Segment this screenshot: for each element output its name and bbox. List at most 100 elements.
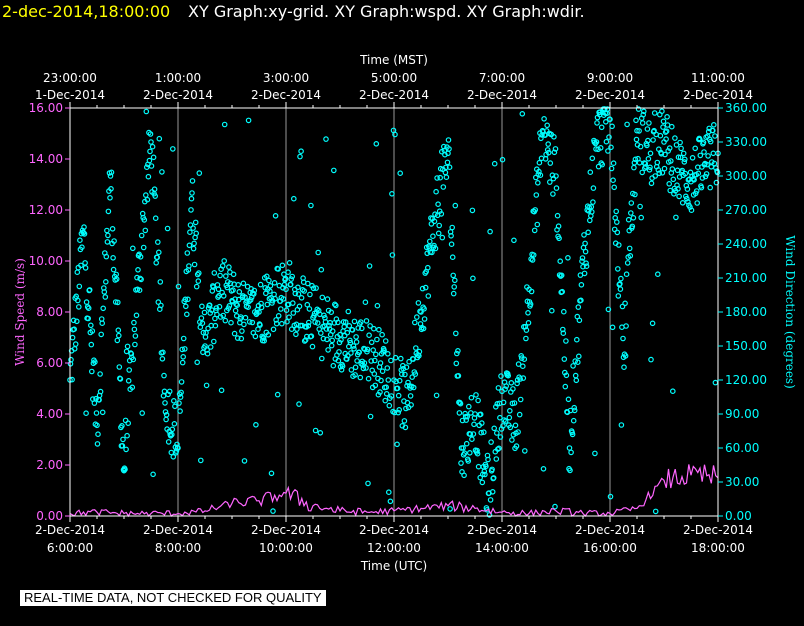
wind-direction-point <box>446 146 452 152</box>
wind-direction-point <box>598 124 605 131</box>
wind-direction-point <box>532 207 539 213</box>
wind-direction-point <box>283 307 290 314</box>
wind-direction-point <box>578 281 585 288</box>
wind-direction-point <box>99 409 106 416</box>
wind-direction-point <box>570 417 577 424</box>
wind-direction-point <box>102 294 109 300</box>
wind-direction-point <box>179 346 186 353</box>
wind-direction-point <box>545 141 552 147</box>
wind-direction-point <box>364 346 371 353</box>
wind-direction-point <box>673 214 679 221</box>
wind-direction-point <box>589 155 596 162</box>
wind-direction-point <box>477 474 484 481</box>
wind-direction-point <box>406 358 412 365</box>
wind-direction-point <box>459 417 466 424</box>
wind-direction-point <box>221 258 228 264</box>
wind-direction-point <box>608 144 614 151</box>
wind-direction-point <box>270 326 277 333</box>
wind-direction-point <box>367 413 374 420</box>
wind-direction-point <box>140 244 147 251</box>
wind-direction-point <box>201 309 208 316</box>
wind-direction-point <box>685 199 691 205</box>
wind-direction-point <box>304 280 311 287</box>
wind-direction-point <box>605 148 611 154</box>
wind-direction-point <box>497 434 504 440</box>
wind-direction-point <box>657 132 664 139</box>
wind-direction-point <box>147 131 154 137</box>
wind-direction-point <box>521 356 528 363</box>
wind-direction-point <box>534 180 541 186</box>
wind-direction-point <box>439 234 446 241</box>
bottom-tick-time: 10:00:00 <box>259 541 313 555</box>
wind-direction-point <box>275 266 282 272</box>
wind-direction-point <box>694 200 701 206</box>
wind-direction-point <box>326 322 332 329</box>
wind-direction-point <box>424 264 431 271</box>
wind-direction-point <box>445 137 452 143</box>
wind-direction-point <box>309 343 316 350</box>
wind-direction-point <box>452 330 459 337</box>
wind-direction-point <box>94 441 101 447</box>
wind-direction-point <box>231 330 238 337</box>
wind-direction-point <box>465 458 472 464</box>
wind-direction-point <box>597 145 604 151</box>
wind-direction-point <box>114 337 121 344</box>
wind-direction-point <box>456 410 463 416</box>
wind-direction-point <box>95 431 101 438</box>
wind-direction-point <box>576 317 583 324</box>
wind-direction-point <box>317 330 324 336</box>
wind-direction-point <box>76 304 82 310</box>
wind-direction-point <box>481 468 488 475</box>
wind-direction-point <box>702 173 709 180</box>
wind-direction-point <box>79 244 85 251</box>
wind-direction-point <box>245 117 252 124</box>
wind-direction-point <box>602 119 609 125</box>
wind-direction-point <box>553 185 560 191</box>
wind-direction-point <box>618 422 625 428</box>
wind-direction-point <box>374 302 381 309</box>
wind-direction-point <box>130 245 136 252</box>
wind-direction-point <box>613 219 620 225</box>
wind-direction-point <box>461 472 467 479</box>
wind-direction-point <box>679 200 686 206</box>
wind-direction-point <box>368 339 375 346</box>
wind-speed-series <box>69 464 719 518</box>
wind-direction-point <box>480 429 487 436</box>
wind-direction-point <box>109 226 116 232</box>
wind-direction-point <box>280 296 287 302</box>
wind-direction-point <box>153 259 160 266</box>
wind-direction-point <box>620 335 626 342</box>
wind-direction-point <box>623 271 630 278</box>
wind-direction-point <box>705 153 711 159</box>
wind-direction-point <box>290 195 297 202</box>
wind-direction-point <box>104 227 110 234</box>
wind-direction-point <box>286 314 292 321</box>
wind-direction-point <box>474 447 480 454</box>
wind-direction-point <box>117 376 124 382</box>
wind-direction-point <box>663 128 670 135</box>
wind-direction-point <box>682 170 689 177</box>
wind-direction-point <box>683 195 690 202</box>
wind-direction-point <box>131 319 137 326</box>
wind-direction-point <box>644 126 651 132</box>
wind-direction-point <box>662 151 668 158</box>
right-tick-label: 90.00 <box>725 407 759 421</box>
wind-direction-point <box>77 237 83 244</box>
wind-direction-point <box>318 266 325 273</box>
wind-direction-point <box>607 116 613 123</box>
wind-direction-point <box>588 204 595 210</box>
wind-direction-point <box>447 506 453 512</box>
wind-direction-point <box>165 439 172 445</box>
wind-direction-point <box>289 273 296 280</box>
wind-direction-point <box>234 302 241 309</box>
wind-direction-point <box>103 253 110 260</box>
wind-direction-point <box>288 326 295 333</box>
left-tick-label: 4.00 <box>36 407 63 421</box>
wind-direction-point <box>249 319 256 326</box>
wind-direction-point <box>151 186 158 193</box>
wind-direction-point <box>170 146 176 152</box>
wind-direction-point <box>519 111 526 117</box>
wind-direction-point <box>583 260 589 267</box>
wind-direction-point <box>434 175 440 181</box>
wind-direction-point <box>193 230 200 237</box>
